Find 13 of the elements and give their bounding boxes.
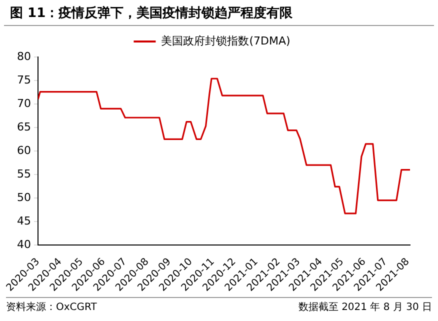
y-tick-label: 80 bbox=[16, 50, 31, 63]
chart-title: 图 11：疫情反弹下，美国疫情封锁趋严程度有限 bbox=[4, 0, 434, 26]
y-tick-label: 60 bbox=[16, 144, 31, 157]
y-tick-label: 75 bbox=[16, 73, 31, 86]
y-tick-label: 65 bbox=[16, 120, 31, 134]
text: 资料来源：OxCGRT bbox=[6, 300, 97, 314]
y-tick-label: 40 bbox=[16, 238, 31, 251]
y-tick-label: 45 bbox=[16, 214, 31, 228]
y-tick-label: 50 bbox=[16, 190, 31, 204]
y-tick-label: 70 bbox=[16, 96, 31, 110]
y-tick-label: 55 bbox=[16, 167, 31, 180]
legend-label: 美国政府封锁指数(7DMA) bbox=[161, 34, 290, 48]
text: 数据截至 2021 年 8 月 30 日 bbox=[298, 300, 432, 314]
